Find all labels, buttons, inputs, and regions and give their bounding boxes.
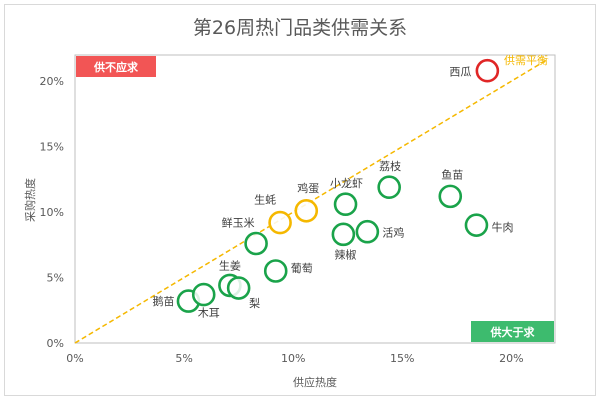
data-point	[226, 276, 251, 300]
data-point	[263, 259, 288, 283]
data-point	[191, 282, 216, 307]
data-point	[294, 198, 319, 223]
data-point	[268, 210, 292, 235]
data-point	[244, 231, 268, 256]
badge-bottom-right-bg	[471, 321, 554, 342]
data-point-label: 鹅苗	[152, 294, 174, 308]
x-tick-label: 0%	[66, 352, 83, 365]
data-point	[333, 192, 358, 217]
data-point-label: 西瓜	[449, 66, 471, 79]
x-tick-label: 15%	[390, 352, 414, 365]
data-point-label: 鲜玉米	[222, 216, 255, 230]
balance-line-label: 供需平衡	[504, 53, 548, 67]
plot-area	[74, 54, 556, 344]
x-tick-label: 5%	[175, 352, 192, 365]
badge-bottom-right-label: 供大于求	[490, 325, 536, 339]
tick-labels: 0% 5% 10% 15% 20% 0% 5% 10% 15% 20%	[40, 75, 524, 365]
y-axis-title: 采购热度	[23, 178, 37, 222]
data-point	[475, 58, 500, 83]
data-point-label: 鱼苗	[441, 167, 463, 181]
y-tick-label: 5%	[47, 272, 64, 285]
data-point-label: 牛肉	[491, 220, 513, 234]
badge-top-left-label: 供不应求	[93, 60, 139, 74]
data-point-label: 小龙虾	[330, 177, 363, 190]
data-point	[464, 213, 489, 237]
data-point-label: 木耳	[198, 307, 220, 320]
data-point-label: 葡萄	[291, 262, 313, 275]
data-point-label: 活鸡	[382, 226, 404, 240]
y-tick-label: 10%	[40, 206, 64, 219]
y-tick-label: 15%	[40, 141, 64, 154]
badge-top-left-bg	[76, 56, 156, 77]
data-point	[377, 175, 401, 200]
chart-title: 第26周热门品类供需关系	[193, 17, 407, 39]
data-point	[438, 184, 463, 209]
data-point	[331, 222, 356, 247]
data-point	[355, 219, 380, 244]
x-tick-label: 20%	[499, 352, 523, 365]
data-point-label: 梨	[249, 296, 260, 310]
x-tick-label: 10%	[281, 352, 305, 365]
data-point-label: 鸡蛋	[297, 181, 319, 195]
data-point-label: 荔枝	[379, 159, 401, 173]
data-point-label: 生蚝	[254, 193, 276, 207]
badge-bottom-right: 供大于求	[471, 321, 554, 342]
data-point-label: 生姜	[219, 258, 241, 272]
y-tick-label: 20%	[40, 75, 64, 88]
y-tick-label: 0%	[47, 337, 64, 350]
data-point-label: 辣椒	[334, 247, 356, 261]
badge-top-left: 供不应求	[76, 56, 156, 77]
data-points	[176, 58, 500, 313]
x-axis-title: 供应热度	[293, 375, 337, 389]
